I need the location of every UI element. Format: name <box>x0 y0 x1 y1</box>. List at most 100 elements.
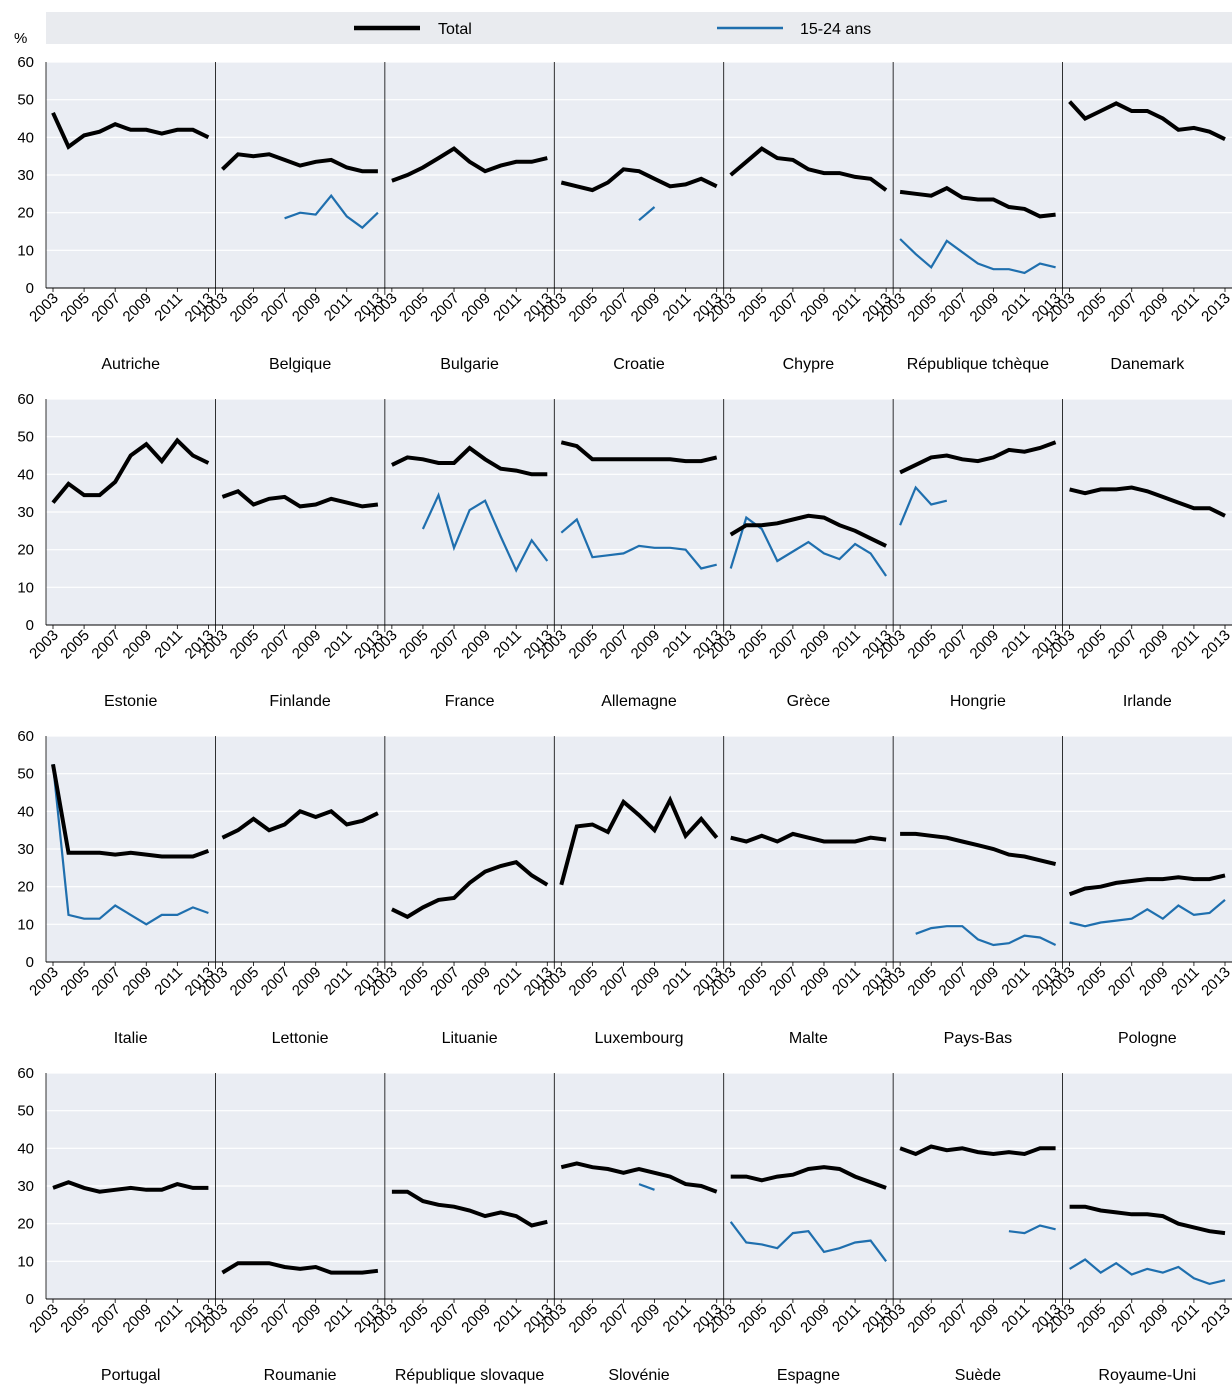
y-tick-label: 20 <box>17 542 34 559</box>
country-label: République slovaque <box>395 1367 545 1384</box>
legend-youth-label: 15-24 ans <box>800 21 871 38</box>
x-tick-label: 2009 <box>628 290 664 326</box>
country-label: Chypre <box>783 356 835 373</box>
x-tick-label: 2007 <box>258 290 294 326</box>
x-tick-label: 2007 <box>936 1301 972 1337</box>
total-series-line <box>560 440 718 464</box>
x-tick-label: 2013 <box>1198 1301 1232 1337</box>
x-tick-label: 2005 <box>57 627 93 663</box>
y-tick-label: 0 <box>26 617 34 634</box>
x-tick-label: 2005 <box>735 627 771 663</box>
youth-series-line <box>1008 1224 1056 1235</box>
country-label: Danemark <box>1110 356 1185 373</box>
x-tick-label: 2007 <box>597 1301 633 1337</box>
x-tick-label: 2005 <box>396 1301 432 1337</box>
x-tick-label: 2005 <box>904 627 940 663</box>
y-tick-label: 10 <box>17 916 34 933</box>
x-tick-label: 2005 <box>904 290 940 326</box>
country-label: Pologne <box>1118 1030 1177 1047</box>
country-label: Lettonie <box>272 1030 329 1047</box>
youth-series-line <box>1069 899 1226 928</box>
x-tick-label: 2009 <box>628 1301 664 1337</box>
country-label: Croatie <box>613 356 665 373</box>
total-series-line <box>391 146 548 183</box>
youth-series-line <box>899 485 948 526</box>
x-tick-label: 2007 <box>597 964 633 1000</box>
x-tick-label: 2005 <box>227 964 263 1000</box>
x-tick-label: 2013 <box>1198 964 1232 1000</box>
x-tick-label: 2005 <box>566 964 602 1000</box>
total-series-line <box>221 152 378 174</box>
country-label: Autriche <box>101 356 160 373</box>
x-tick-label: 2009 <box>967 964 1003 1000</box>
x-tick-label: 2011 <box>660 1301 695 1336</box>
x-tick-label: 2009 <box>628 627 664 663</box>
country-label: Belgique <box>269 356 331 373</box>
panel-row: 0102030405060200320052007200920112013Ita… <box>17 728 1232 1047</box>
x-tick-label: 2009 <box>120 290 156 326</box>
total-series-line <box>899 1144 1056 1157</box>
x-tick-label: 2009 <box>628 964 664 1000</box>
x-tick-label: 2005 <box>1074 627 1110 663</box>
total-series-line <box>221 1261 379 1275</box>
x-tick-label: 2009 <box>458 1301 494 1337</box>
x-tick-label: 2005 <box>904 1301 940 1337</box>
x-tick-label: 2009 <box>1136 627 1172 663</box>
total-series-line <box>560 1161 718 1194</box>
x-tick-label: 2007 <box>766 290 802 326</box>
x-tick-label: 2011 <box>490 627 525 662</box>
x-tick-label: 2009 <box>1136 964 1172 1000</box>
y-tick-label: 40 <box>17 803 34 820</box>
x-tick-label: 2007 <box>427 1301 463 1337</box>
youth-series-line <box>729 1221 887 1262</box>
x-tick-label: 2011 <box>490 1301 525 1336</box>
y-tick-label: 30 <box>17 1178 34 1195</box>
x-tick-label: 2007 <box>766 964 802 1000</box>
x-tick-label: 2005 <box>566 290 602 326</box>
x-tick-label: 2009 <box>289 290 325 326</box>
x-tick-label: 2007 <box>88 1301 124 1337</box>
panel-row: 0102030405060200320052007200920112013Por… <box>17 1065 1232 1384</box>
y-tick-label: 0 <box>26 280 34 297</box>
x-tick-label: 2011 <box>829 627 864 662</box>
country-label: Royaume-Uni <box>1098 1367 1196 1384</box>
y-tick-label: 60 <box>17 54 34 71</box>
x-tick-label: 2009 <box>458 964 494 1000</box>
total-series-line <box>560 167 718 193</box>
x-tick-label: 2009 <box>967 1301 1003 1337</box>
total-series-line <box>221 489 379 509</box>
youth-series-line <box>899 238 1056 275</box>
y-tick-label: 60 <box>17 391 34 408</box>
x-tick-label: 2005 <box>735 964 771 1000</box>
x-tick-label: 2005 <box>735 290 771 326</box>
y-tick-label: 30 <box>17 504 34 521</box>
x-tick-label: 2009 <box>120 1301 156 1337</box>
x-tick-label: 2005 <box>57 964 93 1000</box>
total-series-line <box>1068 100 1226 142</box>
x-tick-label: 2009 <box>1136 1301 1172 1337</box>
youth-series-line <box>284 193 379 230</box>
x-tick-label: 2011 <box>829 964 864 999</box>
total-series-line <box>729 146 888 192</box>
total-series-line <box>51 111 210 150</box>
x-tick-label: 2011 <box>1168 1301 1203 1336</box>
x-tick-label: 2009 <box>289 964 325 1000</box>
x-tick-label: 2007 <box>1105 964 1141 1000</box>
x-tick-label: 2009 <box>458 627 494 663</box>
x-tick-label: 2011 <box>829 290 864 325</box>
x-tick-label: 2009 <box>797 627 833 663</box>
total-series-line <box>730 1165 887 1190</box>
youth-series-line <box>421 491 549 573</box>
x-tick-label: 2007 <box>427 627 463 663</box>
y-tick-label: 50 <box>17 429 34 446</box>
x-tick-label: 2005 <box>227 1301 263 1337</box>
x-tick-label: 2005 <box>904 964 940 1000</box>
total-series-line <box>899 440 1057 475</box>
y-tick-label: 0 <box>26 954 34 971</box>
total-series-line <box>900 831 1057 867</box>
x-tick-label: 2007 <box>936 964 972 1000</box>
x-tick-label: 2005 <box>735 1301 771 1337</box>
y-tick-label: 40 <box>17 466 34 483</box>
x-tick-label: 2011 <box>490 964 525 999</box>
